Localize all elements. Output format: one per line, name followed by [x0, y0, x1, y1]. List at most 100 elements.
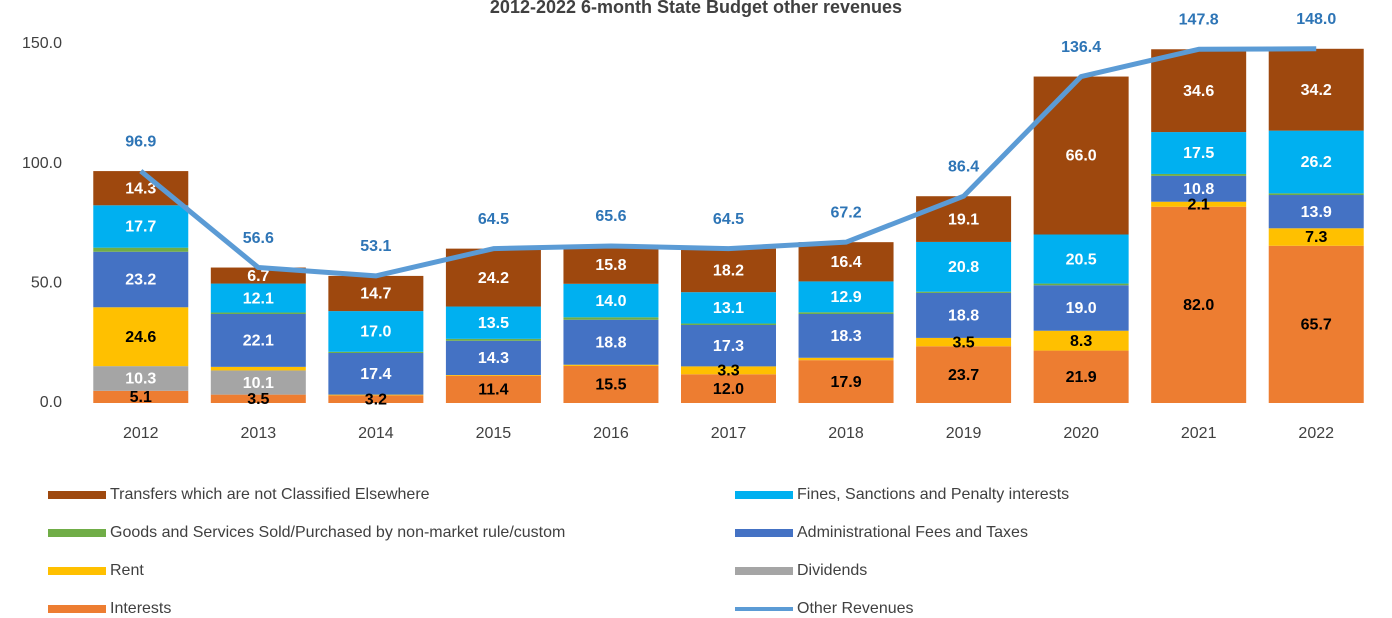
bar-segment: [563, 245, 659, 284]
data-label: 12.1: [243, 290, 274, 307]
bar-segment: [1268, 245, 1364, 403]
bar-segment: [681, 366, 776, 375]
legend-label: Rent: [110, 562, 144, 579]
data-label: 14.3: [478, 350, 509, 367]
data-label: 2.1: [1188, 196, 1210, 213]
data-label: 18.2: [713, 263, 744, 280]
bar-segment: [916, 196, 1012, 242]
bar-segment: [1268, 193, 1364, 196]
legend-label: Goods and Services Sold/Purchased by non…: [110, 524, 565, 541]
bar-segment: [916, 241, 1012, 292]
bar-segment: [563, 283, 659, 318]
data-label: 20.5: [1066, 251, 1097, 268]
legend-label: Transfers which are not Classified Elsew…: [110, 486, 430, 503]
bar-segment: [93, 390, 189, 403]
bar-segment: [445, 375, 541, 403]
legend-swatch: [48, 529, 106, 537]
line-label: 53.1: [360, 238, 391, 255]
bar-segment: [1268, 195, 1364, 229]
bar-segment: [210, 312, 306, 314]
legend-label: Fines, Sanctions and Penalty interests: [797, 486, 1069, 503]
bar-segment: [798, 360, 894, 403]
bar-segment: [1033, 330, 1129, 351]
bar-segment: [210, 394, 306, 403]
data-label: 34.6: [1183, 83, 1214, 100]
bar-segment: [1033, 234, 1129, 284]
legend-label: Dividends: [797, 562, 867, 579]
legend-swatch: [48, 605, 106, 613]
legend-swatch: [735, 567, 793, 575]
data-label: 26.2: [1301, 154, 1332, 171]
line-label: 136.4: [1061, 39, 1101, 56]
bar-segment: [1151, 173, 1247, 176]
bar-segment: [563, 319, 659, 365]
bar-segment: [1033, 285, 1129, 331]
line-label: 65.6: [595, 208, 626, 225]
line-label: 56.6: [243, 230, 274, 247]
data-label: 6.7: [247, 268, 269, 285]
data-label: 18.8: [948, 308, 979, 325]
bar-segment: [210, 370, 306, 395]
legend-swatch: [48, 491, 106, 499]
data-label: 19.1: [948, 211, 979, 228]
data-label: 3.5: [952, 334, 974, 351]
data-label: 7.3: [1305, 229, 1327, 246]
legend-label: Administrational Fees and Taxes: [797, 524, 1028, 541]
bar-segment: [681, 323, 776, 325]
data-label: 18.3: [830, 328, 861, 345]
bar-segment: [798, 357, 894, 361]
data-label: 21.9: [1066, 369, 1097, 386]
legend-swatch: [735, 529, 793, 537]
bar-segment: [328, 351, 424, 353]
bar-segment: [445, 374, 541, 376]
data-label: 23.2: [125, 272, 156, 289]
data-label: 17.4: [360, 366, 391, 383]
bar-segment: [916, 292, 1012, 338]
bar-segment: [93, 205, 189, 248]
bar-segment: [328, 395, 424, 403]
data-label: 15.8: [595, 257, 626, 274]
data-label: 13.1: [713, 300, 744, 317]
data-label: 20.8: [948, 259, 979, 276]
x-tick-label: 2021: [1181, 425, 1217, 442]
bar-segment: [798, 281, 894, 313]
data-label: 10.1: [243, 375, 274, 392]
bar-segment: [563, 365, 659, 403]
bar-segment: [93, 251, 189, 308]
data-label: 3.3: [717, 363, 739, 380]
bar-segment: [1268, 48, 1364, 131]
bar-segment: [445, 340, 541, 375]
line-label: 67.2: [830, 204, 861, 221]
data-label: 34.2: [1301, 82, 1332, 99]
data-label: 12.9: [830, 289, 861, 306]
bar-segment: [328, 311, 424, 352]
data-label: 16.4: [830, 254, 861, 271]
data-label: 65.7: [1301, 317, 1332, 334]
bar-segment: [681, 374, 776, 403]
bar-segment: [210, 366, 306, 371]
data-label: 11.4: [478, 382, 508, 399]
bar-segment: [328, 352, 424, 395]
bar-segment: [563, 317, 659, 320]
bar-segment: [328, 275, 424, 312]
line-label: 96.9: [125, 133, 156, 150]
bar-segment: [563, 364, 659, 366]
bar-segment: [681, 292, 776, 324]
bar-segment: [1033, 76, 1129, 235]
bar-segment: [93, 307, 189, 367]
bar-segment: [445, 338, 541, 341]
bar-segment: [798, 313, 894, 358]
data-label: 8.3: [1070, 333, 1092, 350]
x-tick-label: 2012: [123, 425, 159, 442]
bar-segment: [1151, 49, 1247, 133]
legend-label: Other Revenues: [797, 600, 914, 617]
line-label: 64.5: [713, 211, 744, 228]
bar-segment: [1033, 283, 1129, 286]
x-tick-label: 2013: [241, 425, 277, 442]
bar-segment: [1151, 206, 1247, 403]
data-label: 66.0: [1066, 148, 1097, 165]
bar-segment: [916, 291, 1012, 293]
data-label: 22.1: [243, 333, 274, 350]
bar-segment: [681, 324, 776, 367]
